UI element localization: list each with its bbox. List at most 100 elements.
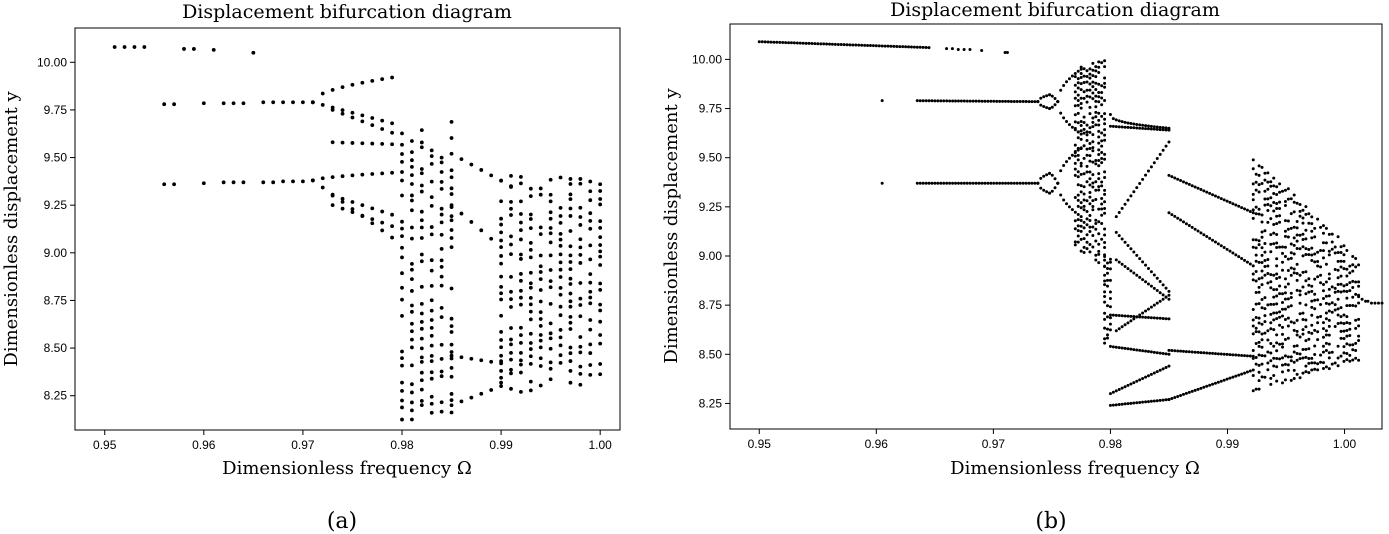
data-point [419,128,424,133]
data-point [1079,96,1083,100]
data-point [1269,382,1273,386]
data-point [863,43,867,47]
data-point [1100,139,1104,143]
data-point [986,99,990,103]
data-point [854,43,858,47]
data-point [1167,289,1171,293]
data-point [588,363,593,367]
data-point [410,363,414,368]
data-point [1342,359,1346,363]
data-point [1138,181,1142,185]
data-point [1076,158,1080,162]
data-point [1149,399,1153,403]
data-point [410,337,414,342]
data-point [1336,235,1340,239]
data-point [1094,69,1098,73]
data-point [1114,329,1118,333]
data-point [1085,80,1089,84]
data-point [1193,388,1197,392]
data-point [1213,240,1217,244]
data-point [449,286,454,291]
data-point [1321,361,1325,365]
data-point [429,258,434,263]
data-point [1082,115,1086,119]
data-point [558,231,563,236]
data-point [1283,291,1287,295]
data-point [1272,344,1276,348]
data-point [370,141,375,146]
data-point [1073,167,1077,171]
data-point [1088,218,1092,222]
data-point [1106,261,1109,265]
data-point [1082,90,1086,94]
data-point [1298,335,1302,339]
data-point [1146,282,1150,286]
data-point [1260,375,1264,379]
data-point [1231,202,1235,206]
data-point [1310,313,1314,317]
data-point [429,394,434,399]
data-point [1272,295,1276,299]
data-point [419,183,424,188]
data-point [528,361,533,366]
data-point [380,220,385,225]
data-point [1205,190,1209,194]
data-point [528,379,533,384]
data-point [1275,287,1279,291]
data-point [1266,203,1270,207]
data-point [1129,269,1133,273]
data-point [548,199,553,204]
data-point [1149,270,1153,274]
data-point [1056,181,1060,185]
data-point [459,355,464,360]
data-point [1254,205,1258,209]
data-point [1129,382,1133,386]
data-point [1251,238,1255,242]
data-point [1351,358,1355,362]
data-point [588,257,593,262]
data-point [1286,219,1290,223]
data-point [1039,186,1043,190]
data-point [1283,277,1287,281]
data-point [1336,268,1340,272]
data-point [370,217,375,222]
data-point [439,170,444,174]
data-point [538,192,543,197]
data-point [360,80,365,85]
data-point [449,119,454,124]
data-point [1234,353,1238,357]
data-point [1321,321,1325,325]
data-point [1257,387,1261,391]
chart-panel-b: Displacement bifurcation diagram 0.95 0.9… [661,0,1384,534]
data-point [340,206,345,211]
data-point [499,353,503,358]
data-point [1123,385,1127,389]
data-point [1295,262,1299,266]
data-point [1266,361,1270,365]
data-point [1114,125,1118,129]
data-point [1354,304,1358,308]
data-point [1161,293,1165,297]
data-point [519,302,523,307]
data-point [439,315,444,320]
data-point [1100,202,1104,206]
data-point [1079,129,1083,133]
data-point [1213,352,1217,356]
data-point [1225,247,1229,251]
chart-panel-a: Displacement bifurcation diagram 0.95 0.9… [1,1,621,534]
data-point [1316,368,1320,372]
data-point [439,180,444,184]
data-point [1237,204,1241,208]
data-point [1339,282,1343,286]
panel-caption: (a) [327,509,357,534]
data-point [519,257,523,261]
data-point [172,102,176,107]
data-point [1208,351,1212,355]
data-point [1193,227,1197,231]
data-point [772,40,776,44]
data-point [998,181,1002,185]
data-point [1114,215,1118,219]
data-point [1260,235,1264,239]
data-point [1103,227,1107,231]
data-point [1283,200,1287,204]
